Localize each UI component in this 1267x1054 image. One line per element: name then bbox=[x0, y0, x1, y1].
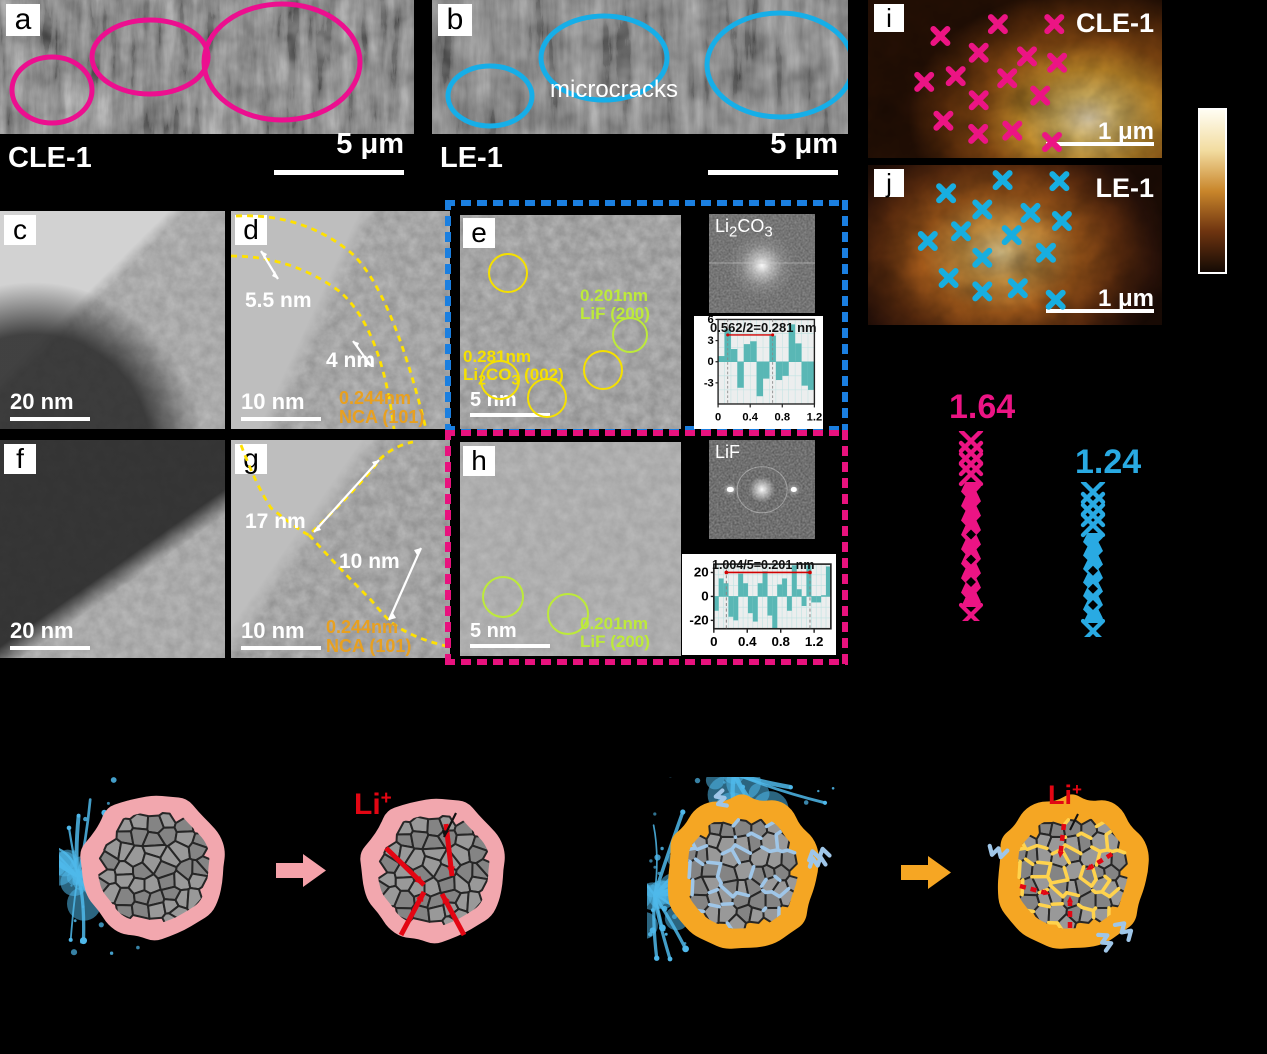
svg-text:20: 20 bbox=[694, 565, 709, 580]
svg-text:-3: -3 bbox=[704, 377, 714, 389]
svg-text:0: 0 bbox=[710, 634, 717, 649]
svg-text:-20: -20 bbox=[689, 612, 708, 627]
svg-text:0.4: 0.4 bbox=[742, 411, 758, 423]
svg-text:3: 3 bbox=[708, 335, 714, 347]
svg-text:0: 0 bbox=[701, 589, 708, 604]
svg-text:1.2: 1.2 bbox=[805, 634, 824, 649]
svg-text:0: 0 bbox=[715, 411, 721, 423]
svg-text:0.8: 0.8 bbox=[775, 411, 791, 423]
svg-text:1.2: 1.2 bbox=[807, 411, 823, 423]
svg-text:0: 0 bbox=[708, 356, 714, 368]
svg-text:0.8: 0.8 bbox=[771, 634, 790, 649]
svg-text:0.4: 0.4 bbox=[738, 634, 757, 649]
